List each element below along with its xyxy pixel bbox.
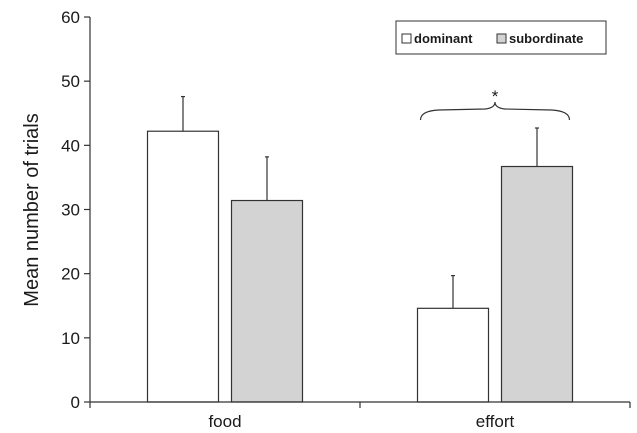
legend-label-subordinate: subordinate	[509, 31, 583, 46]
y-tick-label: 20	[61, 265, 80, 284]
significance-brace	[419, 101, 571, 121]
x-category-label: effort	[476, 412, 515, 431]
y-axis-ticks: 0 10 20 30 40 50 60	[61, 8, 631, 412]
bars-layer	[146, 130, 574, 403]
significance-star: *	[492, 87, 499, 106]
bar-subordinate-effort	[500, 165, 574, 403]
y-tick-label: 10	[61, 329, 80, 348]
error-bars-layer	[181, 95, 539, 309]
x-axis-labels: food effort	[208, 412, 514, 431]
legend-swatch-dominant	[401, 33, 412, 44]
y-tick-label: 0	[71, 393, 80, 412]
bar-dominant-food	[146, 130, 220, 403]
legend-swatch-subordinate	[496, 33, 507, 44]
bar-subordinate-food	[230, 199, 304, 403]
y-tick-label: 50	[61, 72, 80, 91]
y-tick-label: 30	[61, 201, 80, 220]
legend: dominant subordinate	[395, 20, 607, 55]
x-category-label: food	[208, 412, 241, 431]
legend-label-dominant: dominant	[414, 31, 473, 46]
significance-annotation: *	[419, 87, 571, 121]
y-axis-title: Mean number of trials	[21, 113, 43, 306]
y-tick-label: 40	[61, 136, 80, 155]
y-tick-label: 60	[61, 8, 80, 27]
bar-dominant-effort	[416, 307, 490, 403]
